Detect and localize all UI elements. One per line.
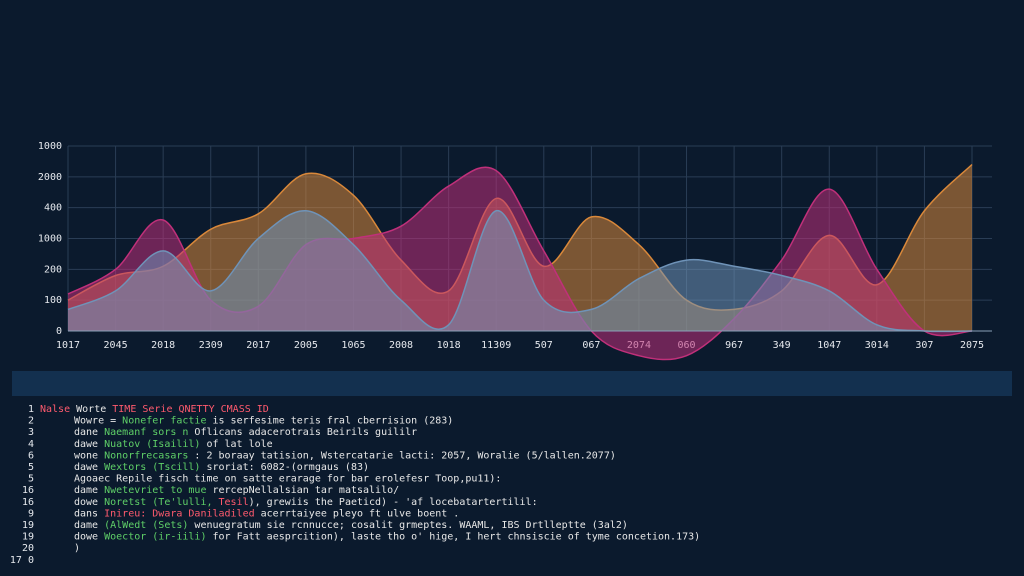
line-number: 16 <box>22 485 34 496</box>
x-tick-label: 1065 <box>341 340 365 351</box>
y-tick-label: 0 <box>56 326 62 337</box>
y-tick-label: 2000 <box>38 172 62 183</box>
code-token: dawe <box>74 439 104 450</box>
code-token: Inireu: Dwara Daniladiled <box>104 508 255 519</box>
code-line: Nalse Worte TIME Serie QNETTY CMASS ID <box>40 404 269 415</box>
line-number: 19 <box>22 520 34 531</box>
code-panel: 1 Nalse Worte TIME Serie QNETTY CMASS ID 2… <box>10 404 700 566</box>
code-token: dame <box>74 520 104 531</box>
y-tick-label: 100 <box>44 295 62 306</box>
code-token: Tesil <box>212 497 248 508</box>
code-token: of lat lole <box>200 439 272 450</box>
chart: 0 100 200 1000 400 2000 1000 1017 2045 2018 2309 20… <box>38 141 992 361</box>
code-line: Agoaec Repile fisch time on satte erarag… <box>74 474 501 485</box>
x-tick-label: 2309 <box>199 340 223 351</box>
divider-bar <box>12 371 1012 396</box>
x-tick-label: 967 <box>725 340 743 351</box>
code-token: Nonefer factie <box>122 416 206 427</box>
x-tick-label: 1018 <box>437 340 461 351</box>
x-tick-label: 3014 <box>865 340 889 351</box>
x-tick-label: 1017 <box>56 340 80 351</box>
code-line: dowe Noretst (Te'lulli, Tesil), grewiis … <box>74 497 538 508</box>
line-number: 1 <box>28 404 34 415</box>
line-number: 2 <box>28 416 34 427</box>
x-tick-label: 2008 <box>389 340 413 351</box>
code-line: dane Naemanf sors n Oflicans adacerotrai… <box>74 427 417 438</box>
code-token: : 2 boraay tatision, Wstercatarie lacti:… <box>188 450 615 461</box>
code-token: dawe <box>74 462 104 473</box>
code-token: Nuatov (Isailil) <box>104 439 200 450</box>
y-tick-label: 400 <box>44 203 62 214</box>
x-tick-label: 1047 <box>817 340 841 351</box>
code-token: (AlWedt (Sets) <box>104 520 188 531</box>
code-token: dowe <box>74 532 104 543</box>
line-number: 4 <box>28 439 34 450</box>
line-number: 3 <box>28 427 34 438</box>
code-token: dame <box>74 485 104 496</box>
x-tick-label: 2075 <box>960 340 984 351</box>
line-number: 19 <box>22 532 34 543</box>
code-token: acerrtaiyee pleyo ft ulve boent . <box>255 508 460 519</box>
code-line: dame (AlWedt (Sets) wenuegratum sie rcnn… <box>74 520 628 531</box>
code-token: ) <box>74 543 80 554</box>
x-tick-label: 2045 <box>104 340 128 351</box>
code-token: is serfesime teris fral cberrision (283) <box>206 416 453 427</box>
x-tick-label: 2018 <box>151 340 175 351</box>
code-token: dans <box>74 508 104 519</box>
line-number: 16 <box>22 497 34 508</box>
code-token: dowe <box>74 497 104 508</box>
x-tick-label: 507 <box>535 340 553 351</box>
y-tick-label: 1000 <box>38 141 62 152</box>
x-tick-label: 11309 <box>481 340 511 351</box>
code-line: dawe Wextors (Tscill) sroriat: 6082-(orm… <box>74 462 369 473</box>
code-token: wone <box>74 450 104 461</box>
code-line: wone Nonorfrecasars : 2 boraay tatision,… <box>74 450 616 461</box>
y-tick-label: 200 <box>44 264 62 275</box>
area <box>68 210 972 332</box>
x-tick-label: 067 <box>582 340 600 351</box>
x-tick-label: 2005 <box>294 340 318 351</box>
code-token: Naemanf sors n <box>104 427 188 438</box>
code-token: Oflicans adacerotrais Beirils guililr <box>188 427 417 438</box>
code-token: sroriat: 6082-(ormgaus (83) <box>200 462 369 473</box>
x-tick-label: 349 <box>773 340 791 351</box>
code-line: dowe Woector (ir-iili) for Fatt aesprcit… <box>74 532 700 543</box>
code-token: dane <box>74 427 104 438</box>
code-line: ) <box>74 543 80 554</box>
line-number: 9 <box>28 508 34 519</box>
code-token: Wowre = <box>74 416 122 427</box>
code-token: Agoaec Repile fisch time on satte erarag… <box>74 474 501 485</box>
code-token: TIME Serie QNETTY CMASS ID <box>112 404 269 415</box>
code-token: Noretst (Te'lulli, <box>104 497 212 508</box>
y-tick-label: 1000 <box>38 234 62 245</box>
x-tick-label: 307 <box>915 340 933 351</box>
code-token: Nalse <box>40 404 70 415</box>
code-token: wenuegratum sie rcnnucce; cosalit grmept… <box>188 520 628 531</box>
line-number: 5 <box>28 474 34 485</box>
line-number: 20 <box>22 543 34 554</box>
area-line <box>67 209 973 333</box>
x-tick-label: 2017 <box>246 340 270 351</box>
code-token: Woector (ir-iili) <box>104 532 206 543</box>
code-token: Wextors (Tscill) <box>104 462 200 473</box>
code-line: dawe Nuatov (Isailil) of lat lole <box>74 439 273 450</box>
line-number: 17 0 <box>10 555 34 566</box>
code-token: Nonorfrecasars <box>104 450 188 461</box>
code-line: Wowre = Nonefer factie is serfesime teri… <box>74 416 453 427</box>
code-token: Nwetevriet to mue <box>104 485 206 496</box>
code-token: ), grewiis the Paeticd) - 'af locebatart… <box>249 497 538 508</box>
code-token: rercepNellalsian tar matsalilo/ <box>206 485 399 496</box>
code-line: dans Inireu: Dwara Daniladiled acerrtaiy… <box>74 508 459 519</box>
line-number: 6 <box>28 450 34 461</box>
code-line: dame Nwetevriet to mue rercepNellalsian … <box>74 485 399 496</box>
code-token: for Fatt aesprcition), laste tho o' hige… <box>206 532 700 543</box>
line-number: 5 <box>28 462 34 473</box>
code-token: Worte <box>70 404 112 415</box>
